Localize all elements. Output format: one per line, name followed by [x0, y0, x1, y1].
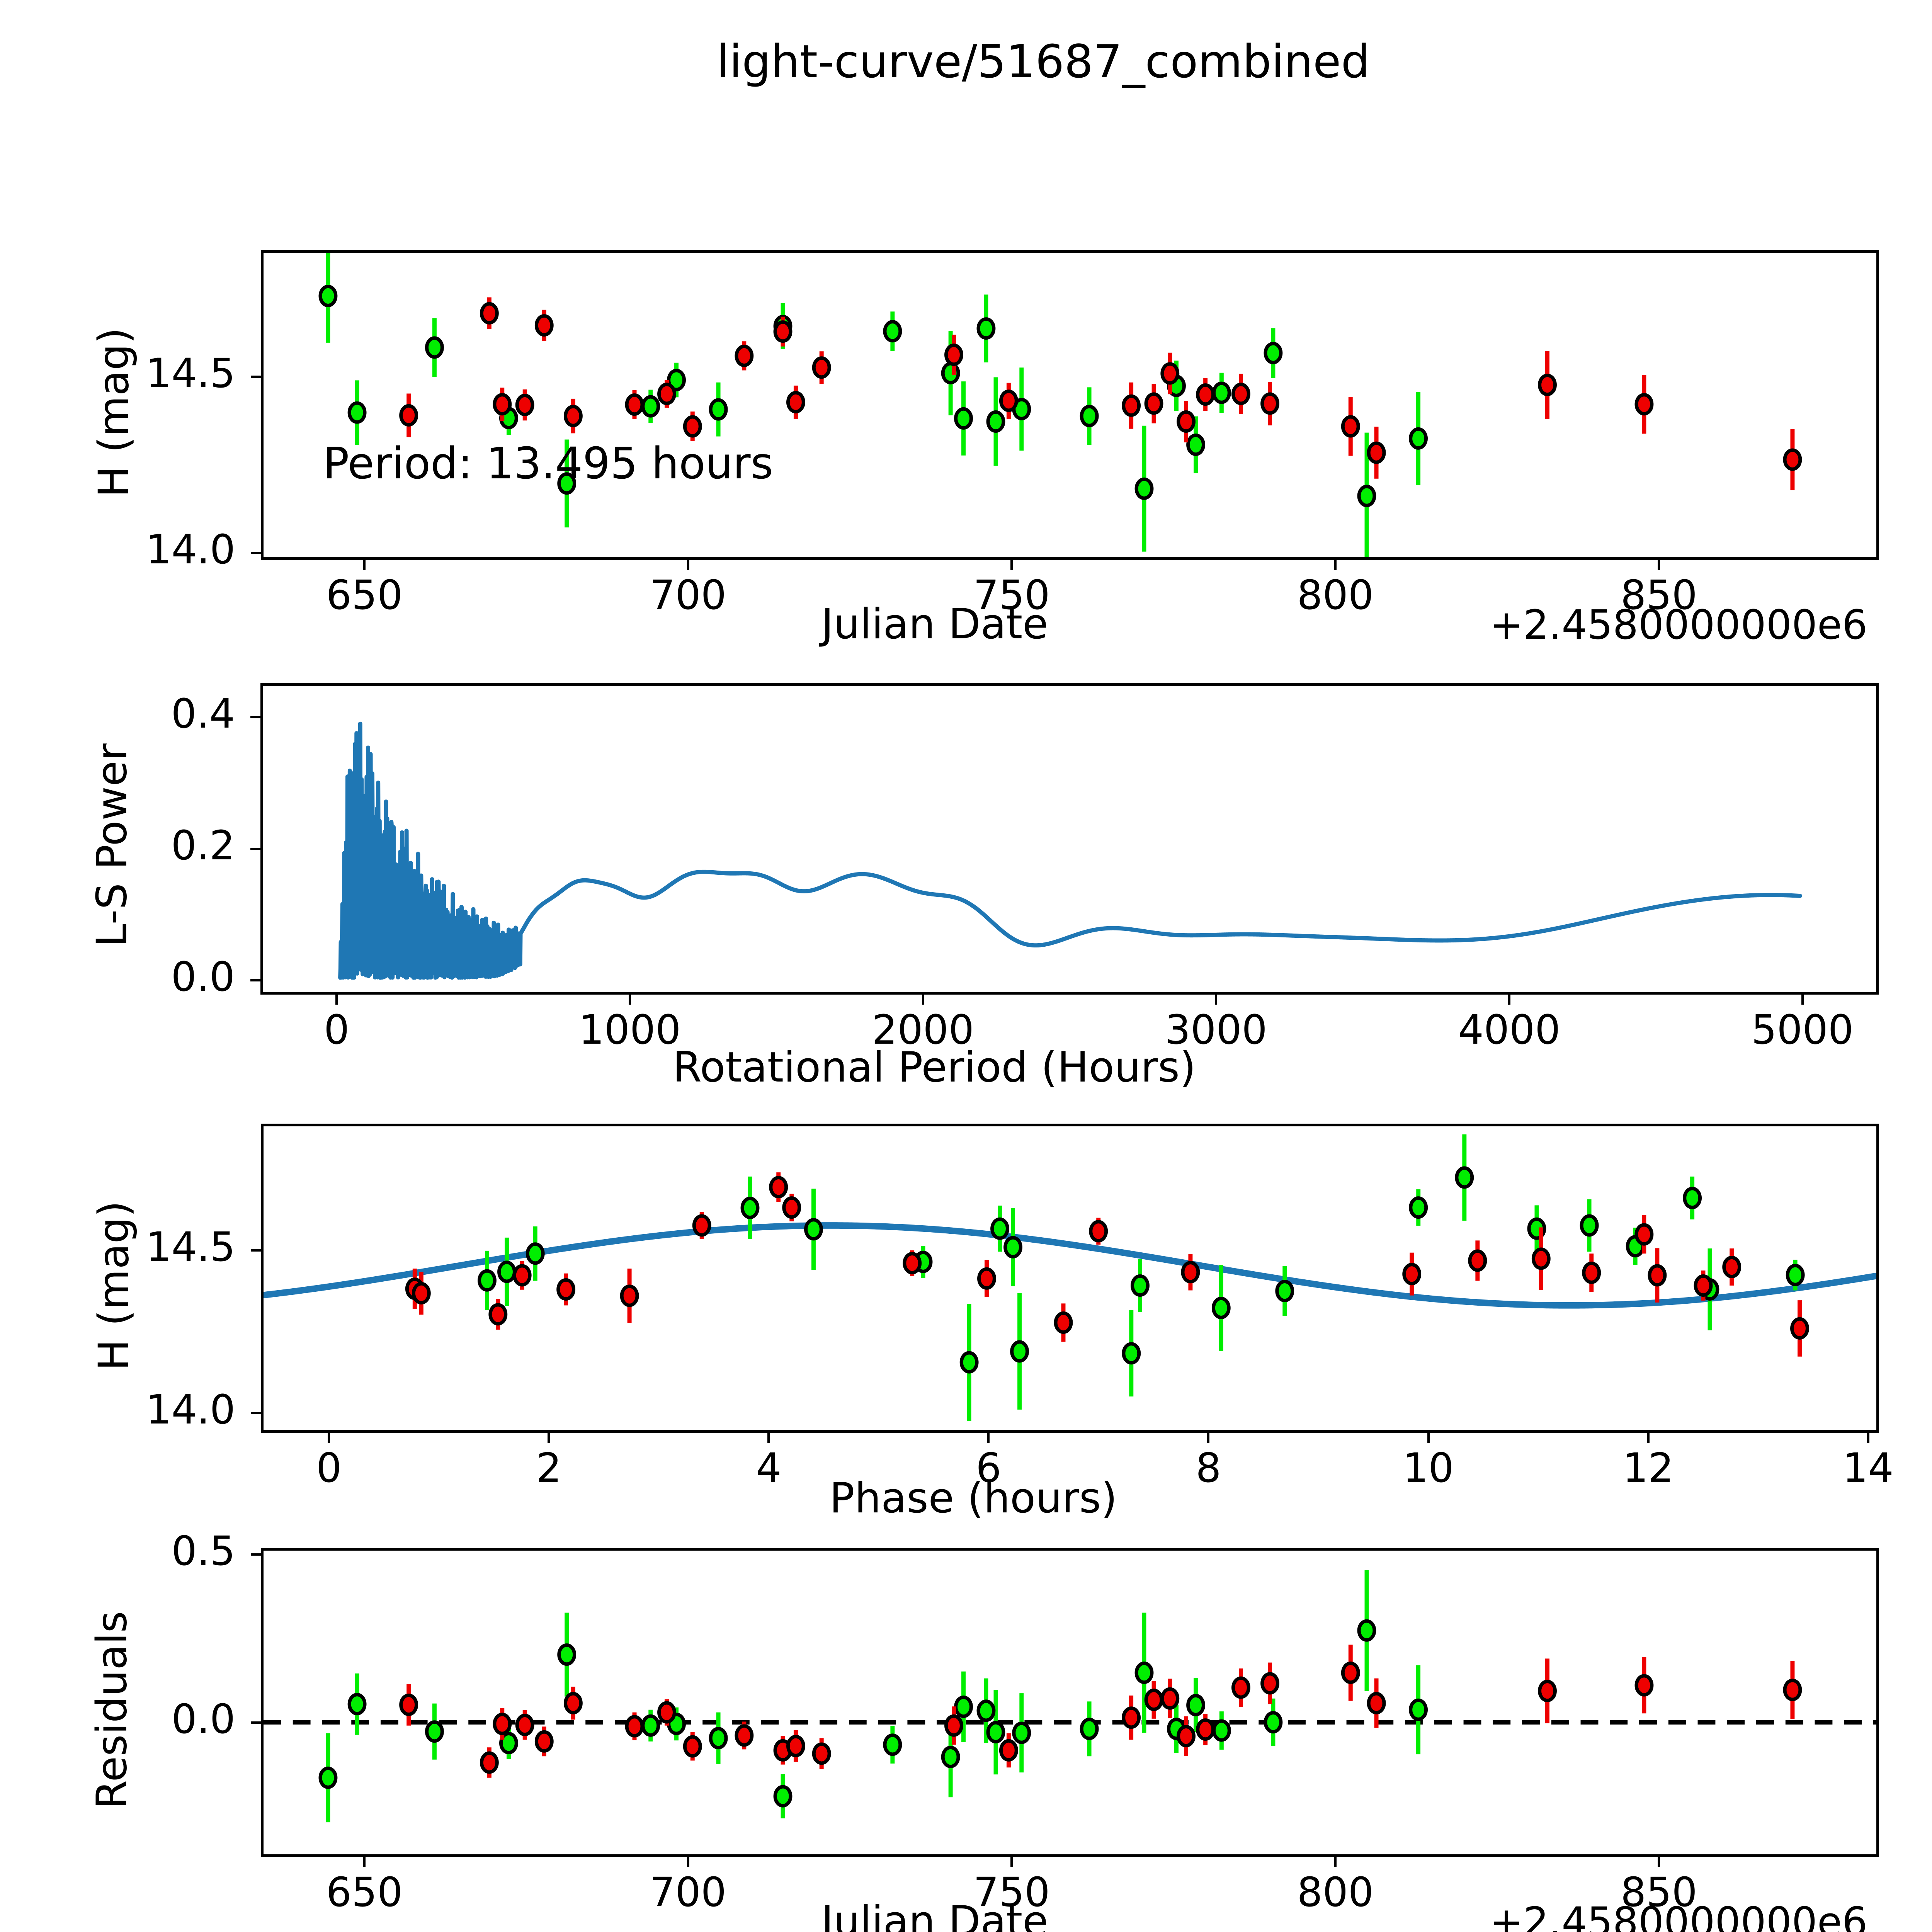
- residuals-xtick-label: 700: [650, 1869, 726, 1916]
- lightcurve-xlabel: Julian Date: [821, 600, 1048, 648]
- lightcurve-xtick-label: 700: [650, 571, 726, 619]
- periodogram-xtick-label: 0: [324, 1006, 350, 1053]
- periodogram-ytick-label: 0.0: [171, 953, 235, 1000]
- phasefold-ytick-label: 14.5: [146, 1223, 235, 1271]
- residuals-plot-area: [264, 1551, 1876, 1854]
- figure-title: light-curve/51687_combined: [716, 35, 1370, 88]
- periodogram-xtick-label: 2000: [872, 1006, 974, 1053]
- lightcurve-xtick-label: 850: [1621, 571, 1697, 619]
- lightcurve-ytick-label: 14.5: [146, 350, 235, 397]
- residuals-xtick-label: 650: [326, 1869, 403, 1916]
- phasefold-xtick-label: 4: [756, 1444, 782, 1492]
- periodogram-xtick-mark: [335, 995, 338, 1005]
- lightcurve-xtick-mark: [1334, 560, 1337, 570]
- phasefold-ytick-mark: [251, 1249, 261, 1252]
- phasefold-svg: [264, 1134, 1876, 1421]
- residuals-ytick-label: 0.0: [171, 1696, 235, 1743]
- lightcurve-xtick-mark: [687, 560, 689, 570]
- periodogram-xtick-label: 1000: [578, 1006, 681, 1053]
- phasefold-series-green: [478, 1134, 1805, 1421]
- residuals-ytick-label: 0.5: [171, 1527, 235, 1575]
- phasefold-xtick-mark: [1867, 1433, 1869, 1443]
- phasefold-xtick-mark: [1427, 1433, 1430, 1443]
- periodogram-xtick-mark: [1215, 995, 1218, 1005]
- residuals-xtick-label: 850: [1621, 1869, 1697, 1916]
- lightcurve-xtick-mark: [1010, 560, 1013, 570]
- lightcurve-series-green: [318, 253, 1428, 557]
- residuals-xtick-mark: [1334, 1857, 1337, 1867]
- lightcurve-ylabel: H (mag): [90, 327, 138, 498]
- residuals-x-offset-label: +2.4580000000e6: [1490, 1898, 1868, 1932]
- phasefold-ylabel: H (mag): [90, 1201, 138, 1371]
- phasefold-ytick-label: 14.0: [146, 1386, 235, 1434]
- periodogram-xlabel: Rotational Period (Hours): [673, 1043, 1196, 1092]
- lightcurve-xtick-label: 800: [1297, 571, 1374, 619]
- phasefold-xtick-label: 0: [316, 1444, 342, 1492]
- residuals-svg: [264, 1570, 1876, 1823]
- lightcurve-ytick-label: 14.0: [146, 526, 235, 573]
- periodogram-ytick-mark: [250, 716, 260, 719]
- periodogram-xtick-label: 4000: [1458, 1006, 1561, 1053]
- phasefold-xtick-mark: [767, 1433, 770, 1443]
- panel-residuals: [261, 1548, 1879, 1857]
- lightcurve-xtick-label: 650: [326, 571, 403, 619]
- lightcurve-series-red: [399, 297, 1802, 490]
- residuals-series-green: [318, 1570, 1428, 1823]
- phasefold-ytick-mark: [251, 1412, 261, 1415]
- panel-phasefold: [261, 1124, 1879, 1433]
- periodogram-svg: [338, 721, 1802, 980]
- residuals-ytick-mark: [251, 1721, 261, 1724]
- lightcurve-period-annotation: Period: 13.495 hours: [323, 439, 773, 489]
- periodogram-xtick-label: 5000: [1751, 1006, 1854, 1053]
- panel-periodogram: [260, 683, 1879, 995]
- residuals-series-red: [399, 1645, 1802, 1778]
- phasefold-xtick-mark: [1647, 1433, 1650, 1443]
- phasefold-xtick-label: 14: [1842, 1444, 1894, 1492]
- periodogram-xtick-mark: [1508, 995, 1511, 1005]
- periodogram-xtick-label: 3000: [1165, 1006, 1267, 1053]
- phasefold-plot-area: [264, 1126, 1876, 1430]
- phasefold-xtick-label: 8: [1196, 1444, 1221, 1492]
- lightcurve-svg: [318, 253, 1802, 557]
- lightcurve-xtick-label: 750: [973, 571, 1050, 619]
- lightcurve-plot-area: [264, 253, 1876, 557]
- lightcurve-x-offset-label: +2.4580000000e6: [1490, 601, 1868, 648]
- phasefold-xtick-mark: [1207, 1433, 1210, 1443]
- phasefold-xtick-label: 2: [536, 1444, 562, 1492]
- residuals-xtick-mark: [687, 1857, 689, 1867]
- residuals-xtick-mark: [1658, 1857, 1660, 1867]
- periodogram-ytick-mark: [250, 979, 260, 981]
- lightcurve-xtick-mark: [363, 560, 366, 570]
- periodogram-plot-area: [263, 686, 1876, 992]
- phasefold-xlabel: Phase (hours): [829, 1474, 1117, 1522]
- periodogram-ytick-label: 0.4: [171, 690, 235, 738]
- lightcurve-xtick-mark: [1658, 560, 1660, 570]
- panel-lightcurve: [261, 250, 1879, 560]
- phasefold-xtick-mark: [548, 1433, 550, 1443]
- residuals-xtick-mark: [1010, 1857, 1013, 1867]
- phasefold-xtick-mark: [328, 1433, 330, 1443]
- residuals-xtick-label: 750: [973, 1869, 1050, 1916]
- residuals-ytick-mark: [251, 1553, 261, 1556]
- residuals-xlabel: Julian Date: [821, 1897, 1048, 1932]
- phasefold-xtick-mark: [987, 1433, 990, 1443]
- periodogram-xtick-mark: [628, 995, 631, 1005]
- lightcurve-ytick-mark: [251, 376, 261, 378]
- phasefold-xtick-label: 12: [1622, 1444, 1674, 1492]
- phasefold-series-red: [405, 1172, 1809, 1357]
- lightcurve-ytick-mark: [251, 551, 261, 554]
- phasefold-xtick-label: 6: [976, 1444, 1002, 1492]
- residuals-xtick-mark: [363, 1857, 366, 1867]
- periodogram-power-curve: [338, 721, 1802, 980]
- periodogram-xtick-mark: [922, 995, 924, 1005]
- phasefold-xtick-label: 10: [1403, 1444, 1454, 1492]
- periodogram-xtick-mark: [1801, 995, 1804, 1005]
- periodogram-ytick-label: 0.2: [171, 821, 235, 869]
- residuals-xtick-label: 800: [1297, 1869, 1374, 1916]
- periodogram-ytick-mark: [250, 847, 260, 850]
